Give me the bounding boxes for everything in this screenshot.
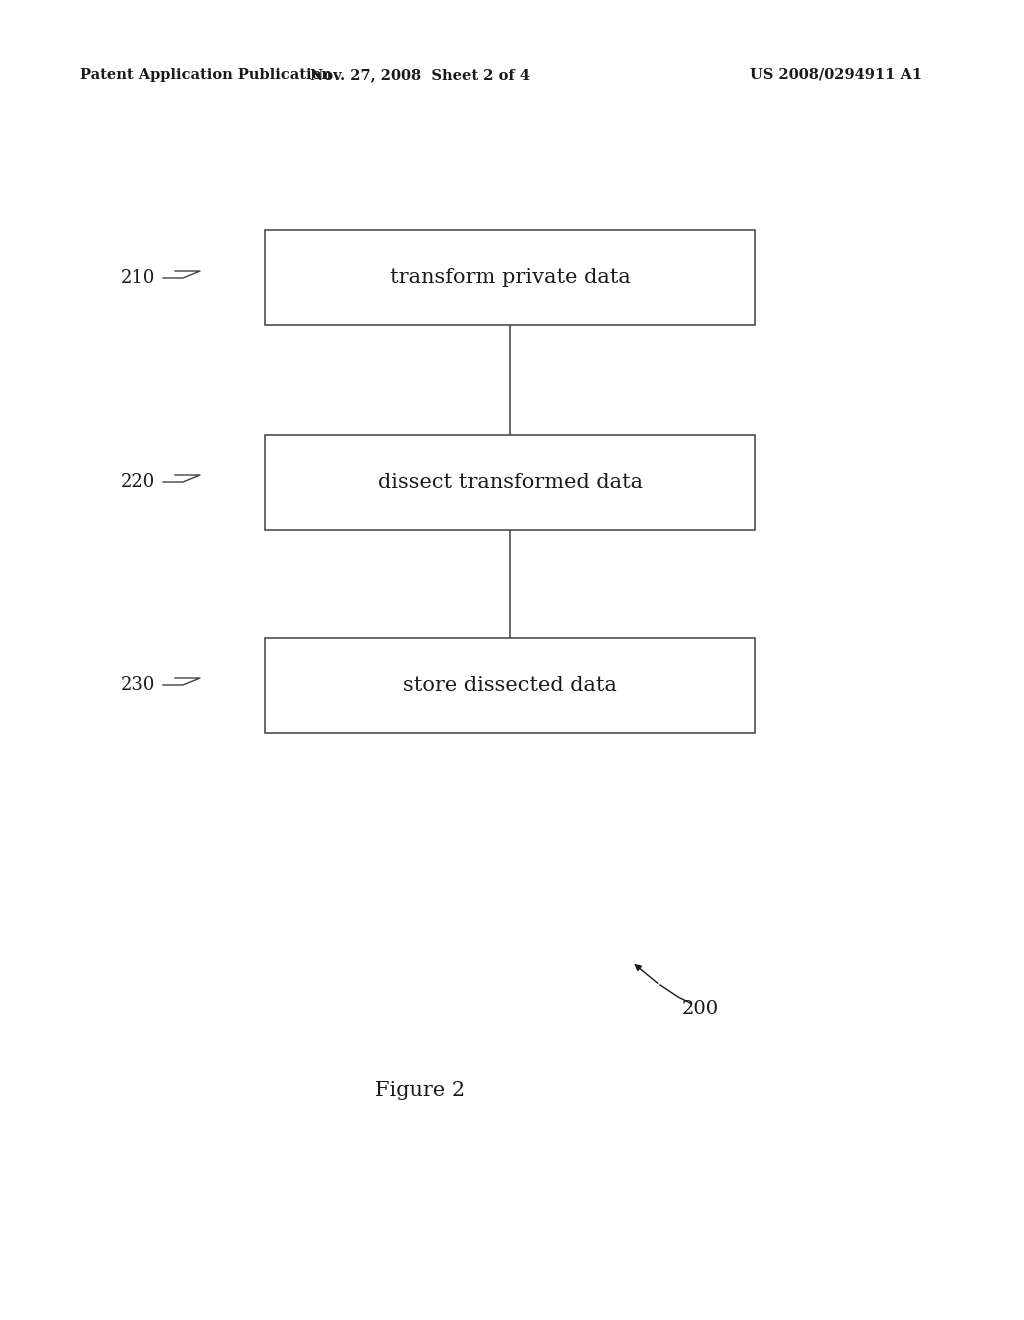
Text: transform private data: transform private data [389, 268, 631, 286]
Bar [265, 638, 755, 733]
Text: US 2008/0294911 A1: US 2008/0294911 A1 [750, 69, 923, 82]
Bar [265, 230, 755, 325]
Text: 200: 200 [682, 1001, 719, 1018]
Text: 220: 220 [121, 473, 155, 491]
Text: store dissected data: store dissected data [403, 676, 616, 696]
Text: Patent Application Publication: Patent Application Publication [80, 69, 332, 82]
Text: Figure 2: Figure 2 [375, 1081, 465, 1100]
Text: 210: 210 [121, 269, 155, 286]
Text: 230: 230 [121, 676, 155, 694]
Text: dissect transformed data: dissect transformed data [378, 473, 642, 492]
Bar [265, 436, 755, 531]
Text: Nov. 27, 2008  Sheet 2 of 4: Nov. 27, 2008 Sheet 2 of 4 [310, 69, 530, 82]
